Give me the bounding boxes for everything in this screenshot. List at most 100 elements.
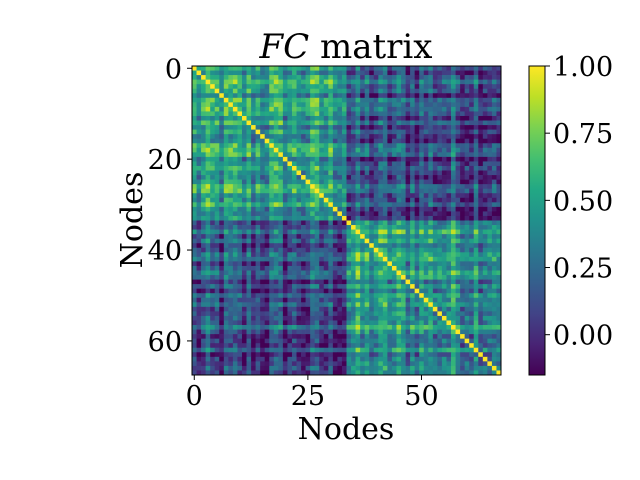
heatmap-cell [296, 125, 302, 130]
heatmap-cell [432, 338, 438, 344]
heatmap-cell [423, 202, 429, 208]
heatmap-cell [401, 75, 406, 80]
heatmap-cell [428, 334, 434, 339]
heatmap-cell [478, 370, 484, 376]
heatmap-cell [351, 311, 356, 317]
heatmap-cell [291, 243, 297, 249]
heatmap-cell [196, 320, 202, 326]
heatmap-cell [251, 202, 256, 208]
heatmap-cell [305, 184, 311, 190]
heatmap-cell [310, 275, 316, 280]
heatmap-cell [337, 102, 343, 108]
heatmap-cell [278, 129, 284, 135]
heatmap-cell [464, 215, 470, 221]
heatmap-cell [269, 75, 275, 80]
heatmap-cell [241, 120, 247, 126]
heatmap-cell [437, 311, 443, 317]
heatmap-cell [192, 120, 197, 126]
heatmap-cell [251, 156, 256, 162]
heatmap-cell [214, 247, 220, 253]
heatmap-cell [214, 143, 220, 149]
heatmap-cell [196, 134, 202, 140]
heatmap-cell [410, 243, 416, 249]
heatmap-cell [237, 356, 243, 362]
heatmap-cell [273, 252, 279, 258]
heatmap-cell [410, 229, 416, 235]
heatmap-cell [382, 179, 388, 185]
heatmap-cell [269, 302, 275, 308]
heatmap-cell [391, 202, 397, 208]
heatmap-cell [464, 79, 470, 85]
heatmap-cell [382, 120, 388, 126]
heatmap-cell [487, 165, 493, 171]
heatmap-cell [364, 265, 370, 271]
heatmap-cell [405, 293, 411, 299]
heatmap-cell [410, 125, 416, 130]
heatmap-cell [228, 97, 234, 103]
heatmap-cell [260, 225, 266, 230]
colorbar-ticks: 1.000.750.500.250.00 [545, 52, 613, 352]
heatmap-cell [414, 111, 420, 117]
heatmap-cell [201, 297, 206, 303]
heatmap-cell [346, 334, 352, 339]
heatmap-cell [491, 220, 497, 226]
heatmap-cell [419, 270, 425, 276]
heatmap-cell [232, 106, 238, 112]
heatmap-cell [337, 356, 343, 362]
heatmap-cell [405, 184, 411, 190]
heatmap-cell [473, 288, 479, 294]
heatmap-cell [251, 184, 256, 190]
heatmap-cell [296, 70, 302, 76]
heatmap-cell [455, 120, 461, 126]
heatmap-cell [337, 75, 343, 80]
heatmap-cell [301, 138, 306, 144]
heatmap-cell [287, 293, 293, 299]
heatmap-cell [282, 343, 288, 349]
heatmap-cell [314, 238, 320, 244]
heatmap-cell [405, 243, 411, 249]
heatmap-cell [301, 229, 306, 235]
heatmap-cell [305, 306, 311, 312]
heatmap-cell [419, 147, 425, 153]
heatmap-cell [364, 256, 370, 262]
heatmap-cell [337, 66, 343, 71]
heatmap-cell [328, 138, 334, 144]
heatmap-cell [341, 188, 347, 194]
heatmap-cell [241, 261, 247, 267]
heatmap-cell [269, 184, 275, 190]
heatmap-cell [396, 188, 402, 194]
heatmap-cell [405, 79, 411, 85]
heatmap-cell [305, 88, 311, 94]
heatmap-cell [310, 225, 316, 230]
heatmap-cell [446, 197, 452, 203]
heatmap-cell [232, 247, 238, 253]
heatmap-cell [410, 288, 416, 294]
heatmap-cell [373, 256, 379, 262]
heatmap-cell [246, 134, 252, 140]
heatmap-cell [214, 79, 220, 85]
heatmap-cell [305, 147, 311, 153]
heatmap-cell [378, 261, 384, 267]
heatmap-cell [287, 220, 293, 226]
heatmap-cell [355, 193, 361, 199]
heatmap-cell [487, 111, 493, 117]
heatmap-cell [328, 234, 334, 240]
heatmap-cell [446, 279, 452, 285]
heatmap-cell [401, 106, 406, 112]
heatmap-cell [401, 365, 406, 371]
heatmap-cell [201, 111, 206, 117]
heatmap-cell [246, 247, 252, 253]
heatmap-cell [364, 352, 370, 358]
heatmap-cell [437, 70, 443, 76]
heatmap-cell [387, 115, 393, 121]
heatmap-cell [351, 356, 356, 362]
heatmap-cell [396, 297, 402, 303]
heatmap-cell [401, 115, 406, 121]
heatmap-cell [373, 356, 379, 362]
heatmap-cell [419, 143, 425, 149]
heatmap-cell [228, 211, 234, 217]
heatmap-cell [232, 365, 238, 371]
heatmap-cell [255, 161, 261, 167]
heatmap-cell [496, 152, 502, 158]
heatmap-cell [332, 252, 338, 258]
